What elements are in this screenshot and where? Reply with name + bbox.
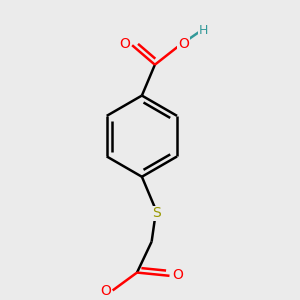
Text: O: O <box>100 284 111 298</box>
Text: S: S <box>152 206 161 220</box>
Text: O: O <box>120 37 130 51</box>
Text: O: O <box>172 268 183 281</box>
Text: H: H <box>199 24 208 37</box>
Text: O: O <box>178 37 189 51</box>
